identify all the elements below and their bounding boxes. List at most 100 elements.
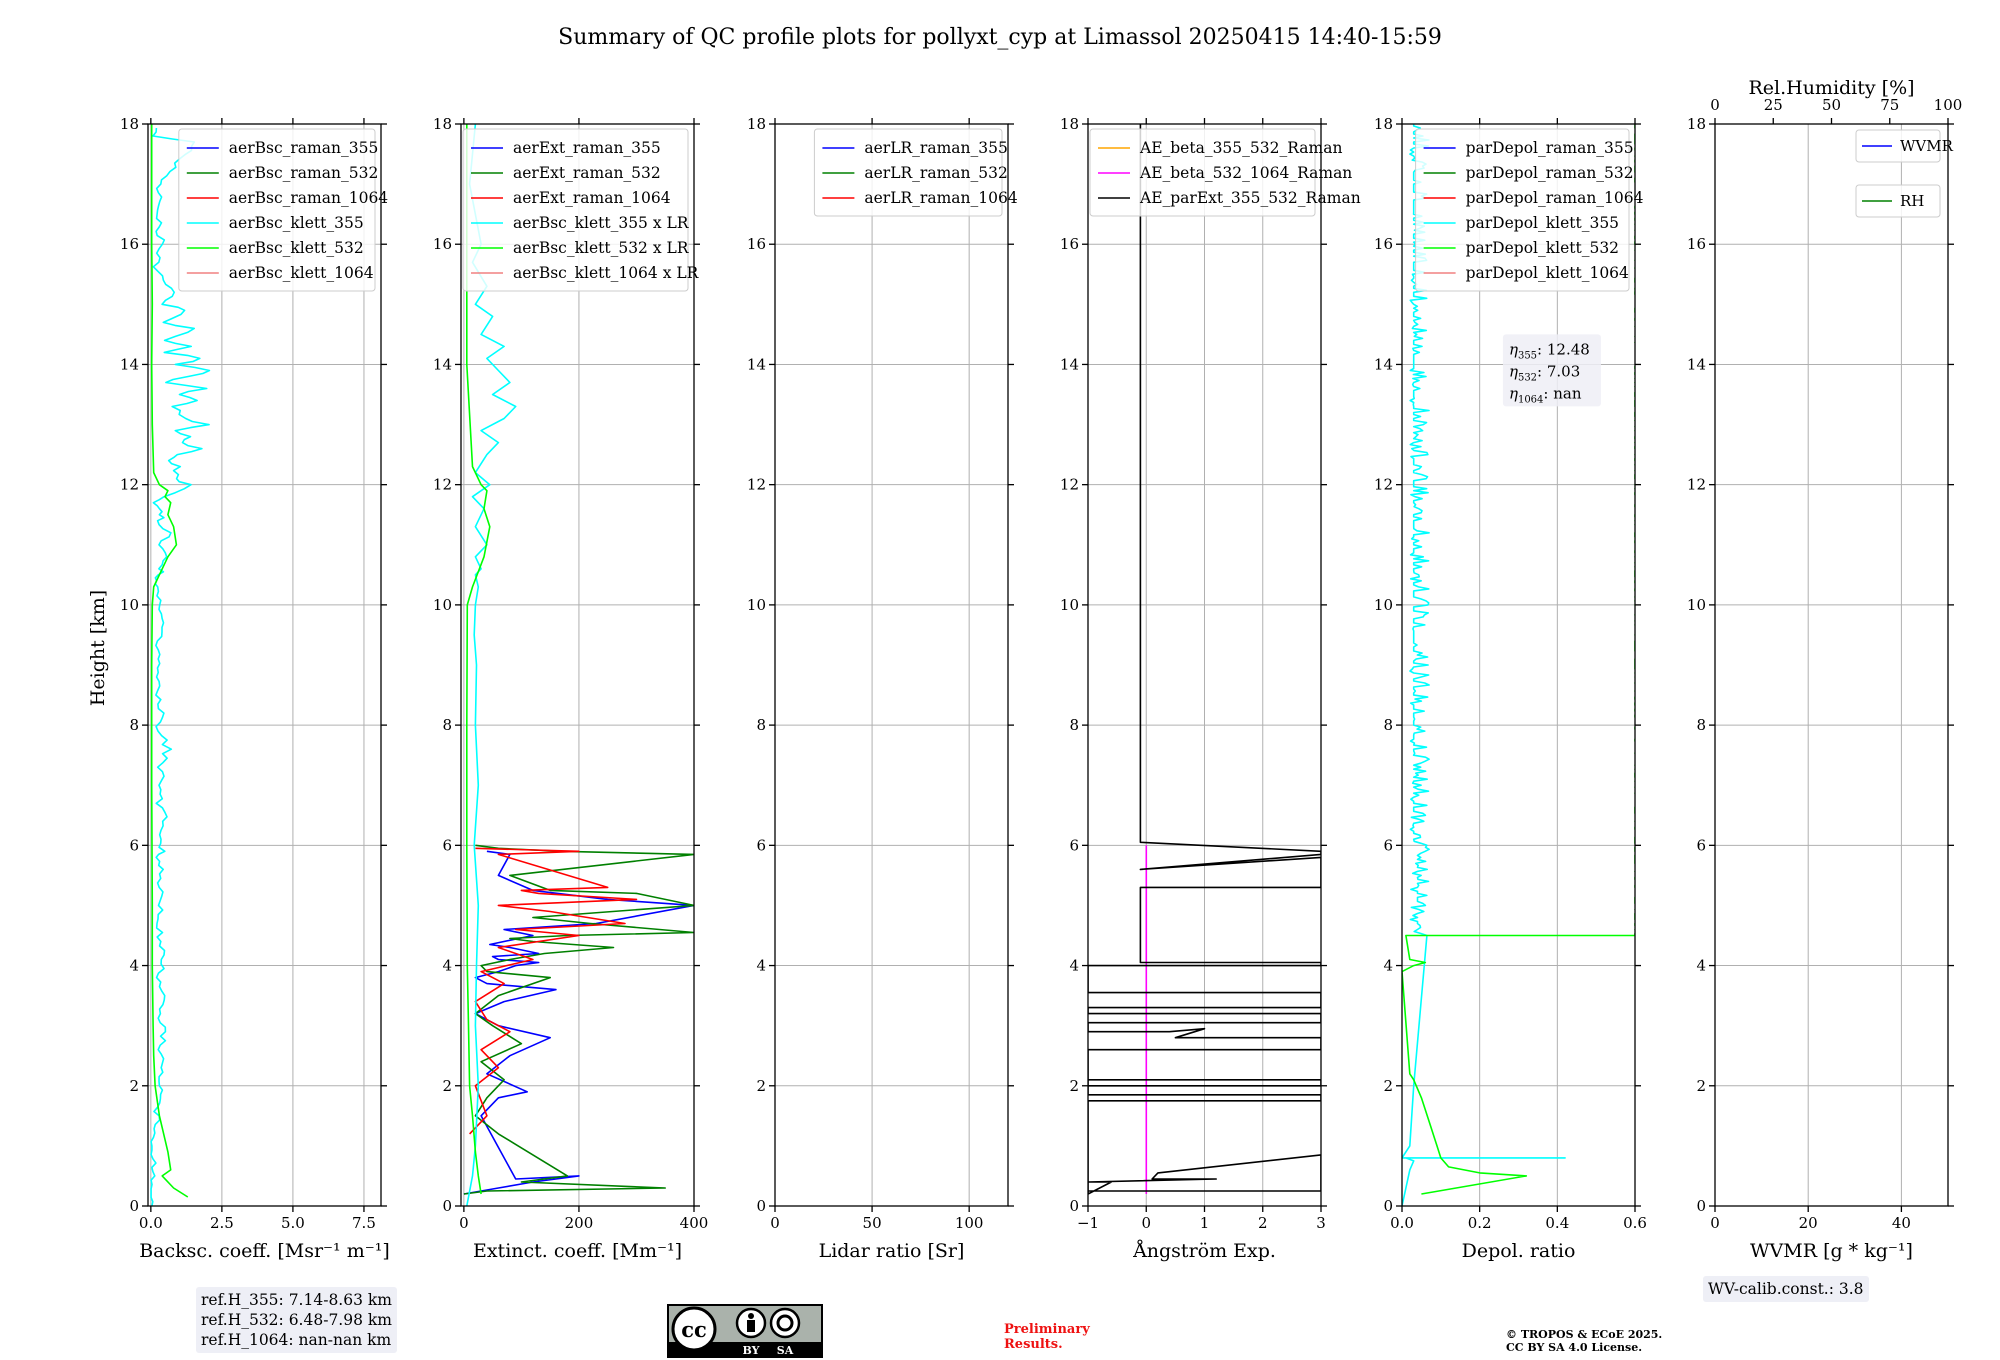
legend-entry-aerBsc_klett_532 x LR: aerBsc_klett_532 x LR (513, 239, 690, 257)
y-tick-label: 4 (442, 957, 452, 975)
y-tick-label: 12 (1687, 476, 1706, 494)
reference-height-box: ref.H_355: 7.14-8.63 km ref.H_532: 6.48-… (196, 1287, 397, 1353)
y-tick-label: 10 (433, 596, 452, 614)
series-line-aerBsc_klett_355 (150, 127, 211, 1206)
preliminary-note: Preliminary Results. (1004, 1322, 1090, 1352)
y-tick-label: 12 (1060, 476, 1079, 494)
sa-badge-text: SA (777, 1344, 794, 1357)
copyright-note: © TROPOS & ECoE 2025. CC BY SA 4.0 Licen… (1506, 1328, 1662, 1354)
top-x-tick-label: 75 (1880, 96, 1899, 114)
x-tick-label: 7.5 (352, 1214, 376, 1232)
x-axis-label: Ångström Exp. (1132, 1240, 1276, 1262)
y-tick-label: 0 (756, 1197, 766, 1215)
legend-lidar_ratio: aerLR_raman_355 aerLR_raman_532 aerLR_rama… (813, 128, 1018, 217)
axes-frame (1714, 123, 1949, 1207)
y-tick-label: 4 (1383, 957, 1393, 975)
eta-532: η532: 7.03 (1509, 362, 1580, 383)
preliminary-line-2: Results. (1004, 1337, 1063, 1352)
x-tick-label: 100 (955, 1214, 984, 1232)
y-tick-label: 6 (1696, 836, 1706, 854)
y-tick-label: 8 (129, 716, 139, 734)
y-tick-label: 10 (1687, 596, 1706, 614)
y-tick-label: 12 (747, 476, 766, 494)
x-tick-label: 50 (863, 1214, 882, 1232)
series-line-aerBsc_klett_532 x LR (466, 124, 491, 1195)
y-tick-label: 4 (1069, 957, 1079, 975)
x-tick-label: −1 (1077, 1214, 1099, 1232)
top-x-tick-label: 50 (1822, 96, 1841, 114)
y-tick-label: 10 (120, 596, 139, 614)
legend-wvmr-1: RH (1855, 184, 1941, 218)
y-tick-label: 4 (1696, 957, 1706, 975)
y-tick-label: 18 (1374, 115, 1393, 133)
legend-entry-AE_beta_532_1064_Raman: AE_beta_532_1064_Raman (1139, 164, 1352, 182)
y-tick-label: 8 (442, 716, 452, 734)
panel-extinction: 0 2 4 6 8 10 12 14 16 18 0 200 400 Extinct. coeff. [M… (433, 115, 708, 1262)
y-tick-label: 0 (129, 1197, 139, 1215)
x-tick-label: 400 (680, 1214, 709, 1232)
x-axis-label: Lidar ratio [Sr] (819, 1240, 965, 1262)
y-tick-label: 16 (433, 235, 452, 253)
y-tick-label: 6 (756, 836, 766, 854)
x-tick-label: 0 (459, 1214, 469, 1232)
x-tick-label: 0.2 (1468, 1214, 1492, 1232)
y-tick-label: 0 (1069, 1197, 1079, 1215)
y-tick-label: 2 (129, 1077, 139, 1095)
legend-frame (1089, 128, 1316, 217)
y-tick-label: 6 (442, 836, 452, 854)
ref-height-532: ref.H_532: 6.48-7.98 km (201, 1311, 392, 1329)
x-tick-label: 0.6 (1623, 1214, 1647, 1232)
legend-entry-aerExt_raman_355: aerExt_raman_355 (513, 139, 661, 157)
y-tick-label: 8 (1383, 716, 1393, 734)
x-axis-label: Extinct. coeff. [Mm⁻¹] (473, 1240, 682, 1262)
legend-entry-aerLR_raman_532: aerLR_raman_532 (864, 164, 1007, 182)
legend-entry-RH: RH (1900, 192, 1924, 210)
y-tick-label: 8 (1069, 716, 1079, 734)
y-tick-label: 6 (1069, 836, 1079, 854)
wv-calibration-text: WV-calib.const.: 3.8 (1708, 1280, 1864, 1298)
series-group-depol (1402, 124, 1635, 1206)
y-tick-label: 2 (756, 1077, 766, 1095)
legend-angstrom: AE_beta_355_532_Raman AE_beta_532_1064_Ra… (1089, 128, 1361, 217)
copyright-line-2: CC BY SA 4.0 License. (1506, 1341, 1643, 1354)
series-group-backscatter (150, 124, 211, 1206)
legend-entry-aerExt_raman_1064: aerExt_raman_1064 (513, 189, 671, 207)
y-tick-label: 2 (1069, 1077, 1079, 1095)
legend-frame (462, 128, 689, 292)
x-tick-label: 1 (1200, 1214, 1210, 1232)
y-tick-label: 18 (1687, 115, 1706, 133)
ref-height-1064: ref.H_1064: nan-nan km (201, 1331, 392, 1349)
legend-entry-aerBsc_raman_532: aerBsc_raman_532 (229, 164, 379, 182)
legend-entry-aerLR_raman_1064: aerLR_raman_1064 (864, 189, 1017, 207)
y-tick-label: 16 (1687, 235, 1706, 253)
legend-entry-parDepol_klett_532: parDepol_klett_532 (1466, 239, 1619, 257)
legend-entry-aerBsc_klett_532: aerBsc_klett_532 (229, 239, 364, 257)
x-tick-label: 2 (1258, 1214, 1268, 1232)
y-tick-label: 14 (120, 355, 139, 373)
x-tick-label: 0 (1141, 1214, 1151, 1232)
x-tick-label: 40 (1892, 1214, 1911, 1232)
legend-wvmr-0: WVMR (1855, 129, 1954, 163)
x-tick-label: 0.4 (1545, 1214, 1569, 1232)
top-x-tick-label: 0 (1710, 96, 1720, 114)
series-line-AE_parExt_355_532_Raman (1088, 124, 1321, 1195)
cc-badge-text: cc (681, 1317, 707, 1342)
legend-frame (1855, 184, 1941, 218)
cc-by-sa-logo: cc BY SA (667, 1304, 823, 1358)
legend-entry-aerBsc_klett_355 x LR: aerBsc_klett_355 x LR (513, 214, 690, 232)
y-tick-label: 0 (1696, 1197, 1706, 1215)
y-tick-label: 10 (1060, 596, 1079, 614)
y-tick-label: 2 (1696, 1077, 1706, 1095)
y-tick-label: 14 (1687, 355, 1706, 373)
x-tick-label: 20 (1799, 1214, 1818, 1232)
legend-entry-aerBsc_klett_1064 x LR: aerBsc_klett_1064 x LR (513, 264, 700, 282)
top-x-axis-label: Rel.Humidity [%] (1748, 77, 1914, 99)
legend-entry-WVMR: WVMR (1900, 137, 1954, 155)
x-axis-label: Depol. ratio (1462, 1240, 1576, 1262)
axes-frame (460, 123, 695, 1207)
legend-entry-parDepol_klett_1064: parDepol_klett_1064 (1466, 264, 1629, 282)
x-tick-label: 200 (565, 1214, 594, 1232)
x-tick-label: 2.5 (210, 1214, 234, 1232)
